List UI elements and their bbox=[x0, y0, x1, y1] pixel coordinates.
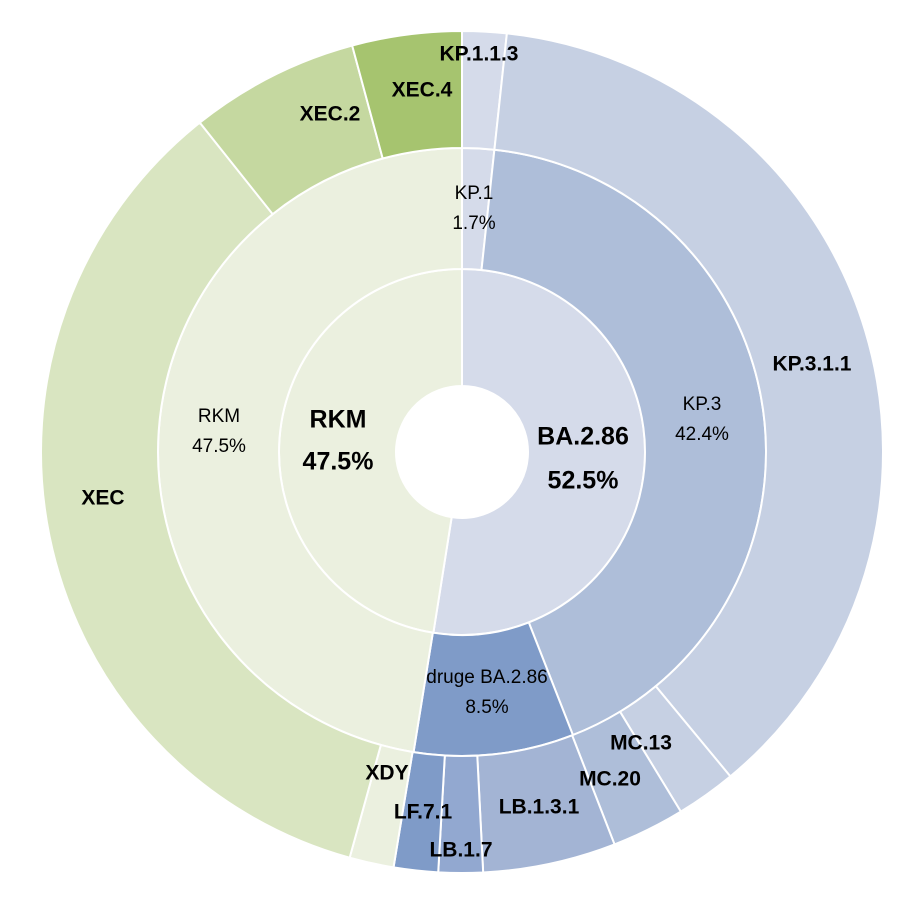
inner-label-ba286: BA.2.86 bbox=[537, 423, 629, 451]
outer-label-lf71: LF.7.1 bbox=[394, 801, 453, 824]
inner-label-rkm: RKM bbox=[310, 406, 367, 434]
outer-label-xec4: XEC.4 bbox=[392, 79, 453, 102]
outer-label-xdy: XDY bbox=[365, 762, 408, 785]
middle-value-kp3: 42.4% bbox=[675, 424, 729, 445]
middle-ring bbox=[157, 146, 767, 757]
middle-value-rkm: 47.5% bbox=[192, 436, 246, 457]
middle-label-kp3: KP.3 bbox=[683, 394, 722, 415]
segment-outer-xec bbox=[40, 121, 383, 859]
outer-ring bbox=[40, 29, 884, 874]
outer-label-xec: XEC bbox=[81, 487, 124, 510]
outer-label-lb131: LB.1.3.1 bbox=[499, 796, 580, 819]
middle-label-kp1: KP.1 bbox=[455, 183, 494, 204]
outer-label-xec2: XEC.2 bbox=[300, 103, 361, 126]
inner-value-rkm: 47.5% bbox=[303, 448, 374, 476]
segment-outer-xec-4 bbox=[350, 29, 463, 160]
middle-value-kp1: 1.7% bbox=[452, 213, 495, 234]
outer-label-kp311: KP.3.1.1 bbox=[772, 353, 851, 376]
outer-label-mc20: MC.20 bbox=[579, 768, 641, 791]
middle-label-druge: druge BA.2.86 bbox=[426, 667, 547, 688]
middle-label-rkm: RKM bbox=[198, 406, 240, 427]
inner-ring bbox=[278, 267, 646, 636]
outer-label-lb17: LB.1.7 bbox=[429, 839, 492, 862]
outer-label-kp113: KP.1.1.3 bbox=[439, 43, 518, 66]
inner-value-ba286: 52.5% bbox=[548, 467, 619, 495]
middle-value-druge: 8.5% bbox=[465, 697, 508, 718]
outer-label-mc13: MC.13 bbox=[610, 732, 672, 755]
segment-outer-kp-3-1-1 bbox=[493, 32, 884, 778]
